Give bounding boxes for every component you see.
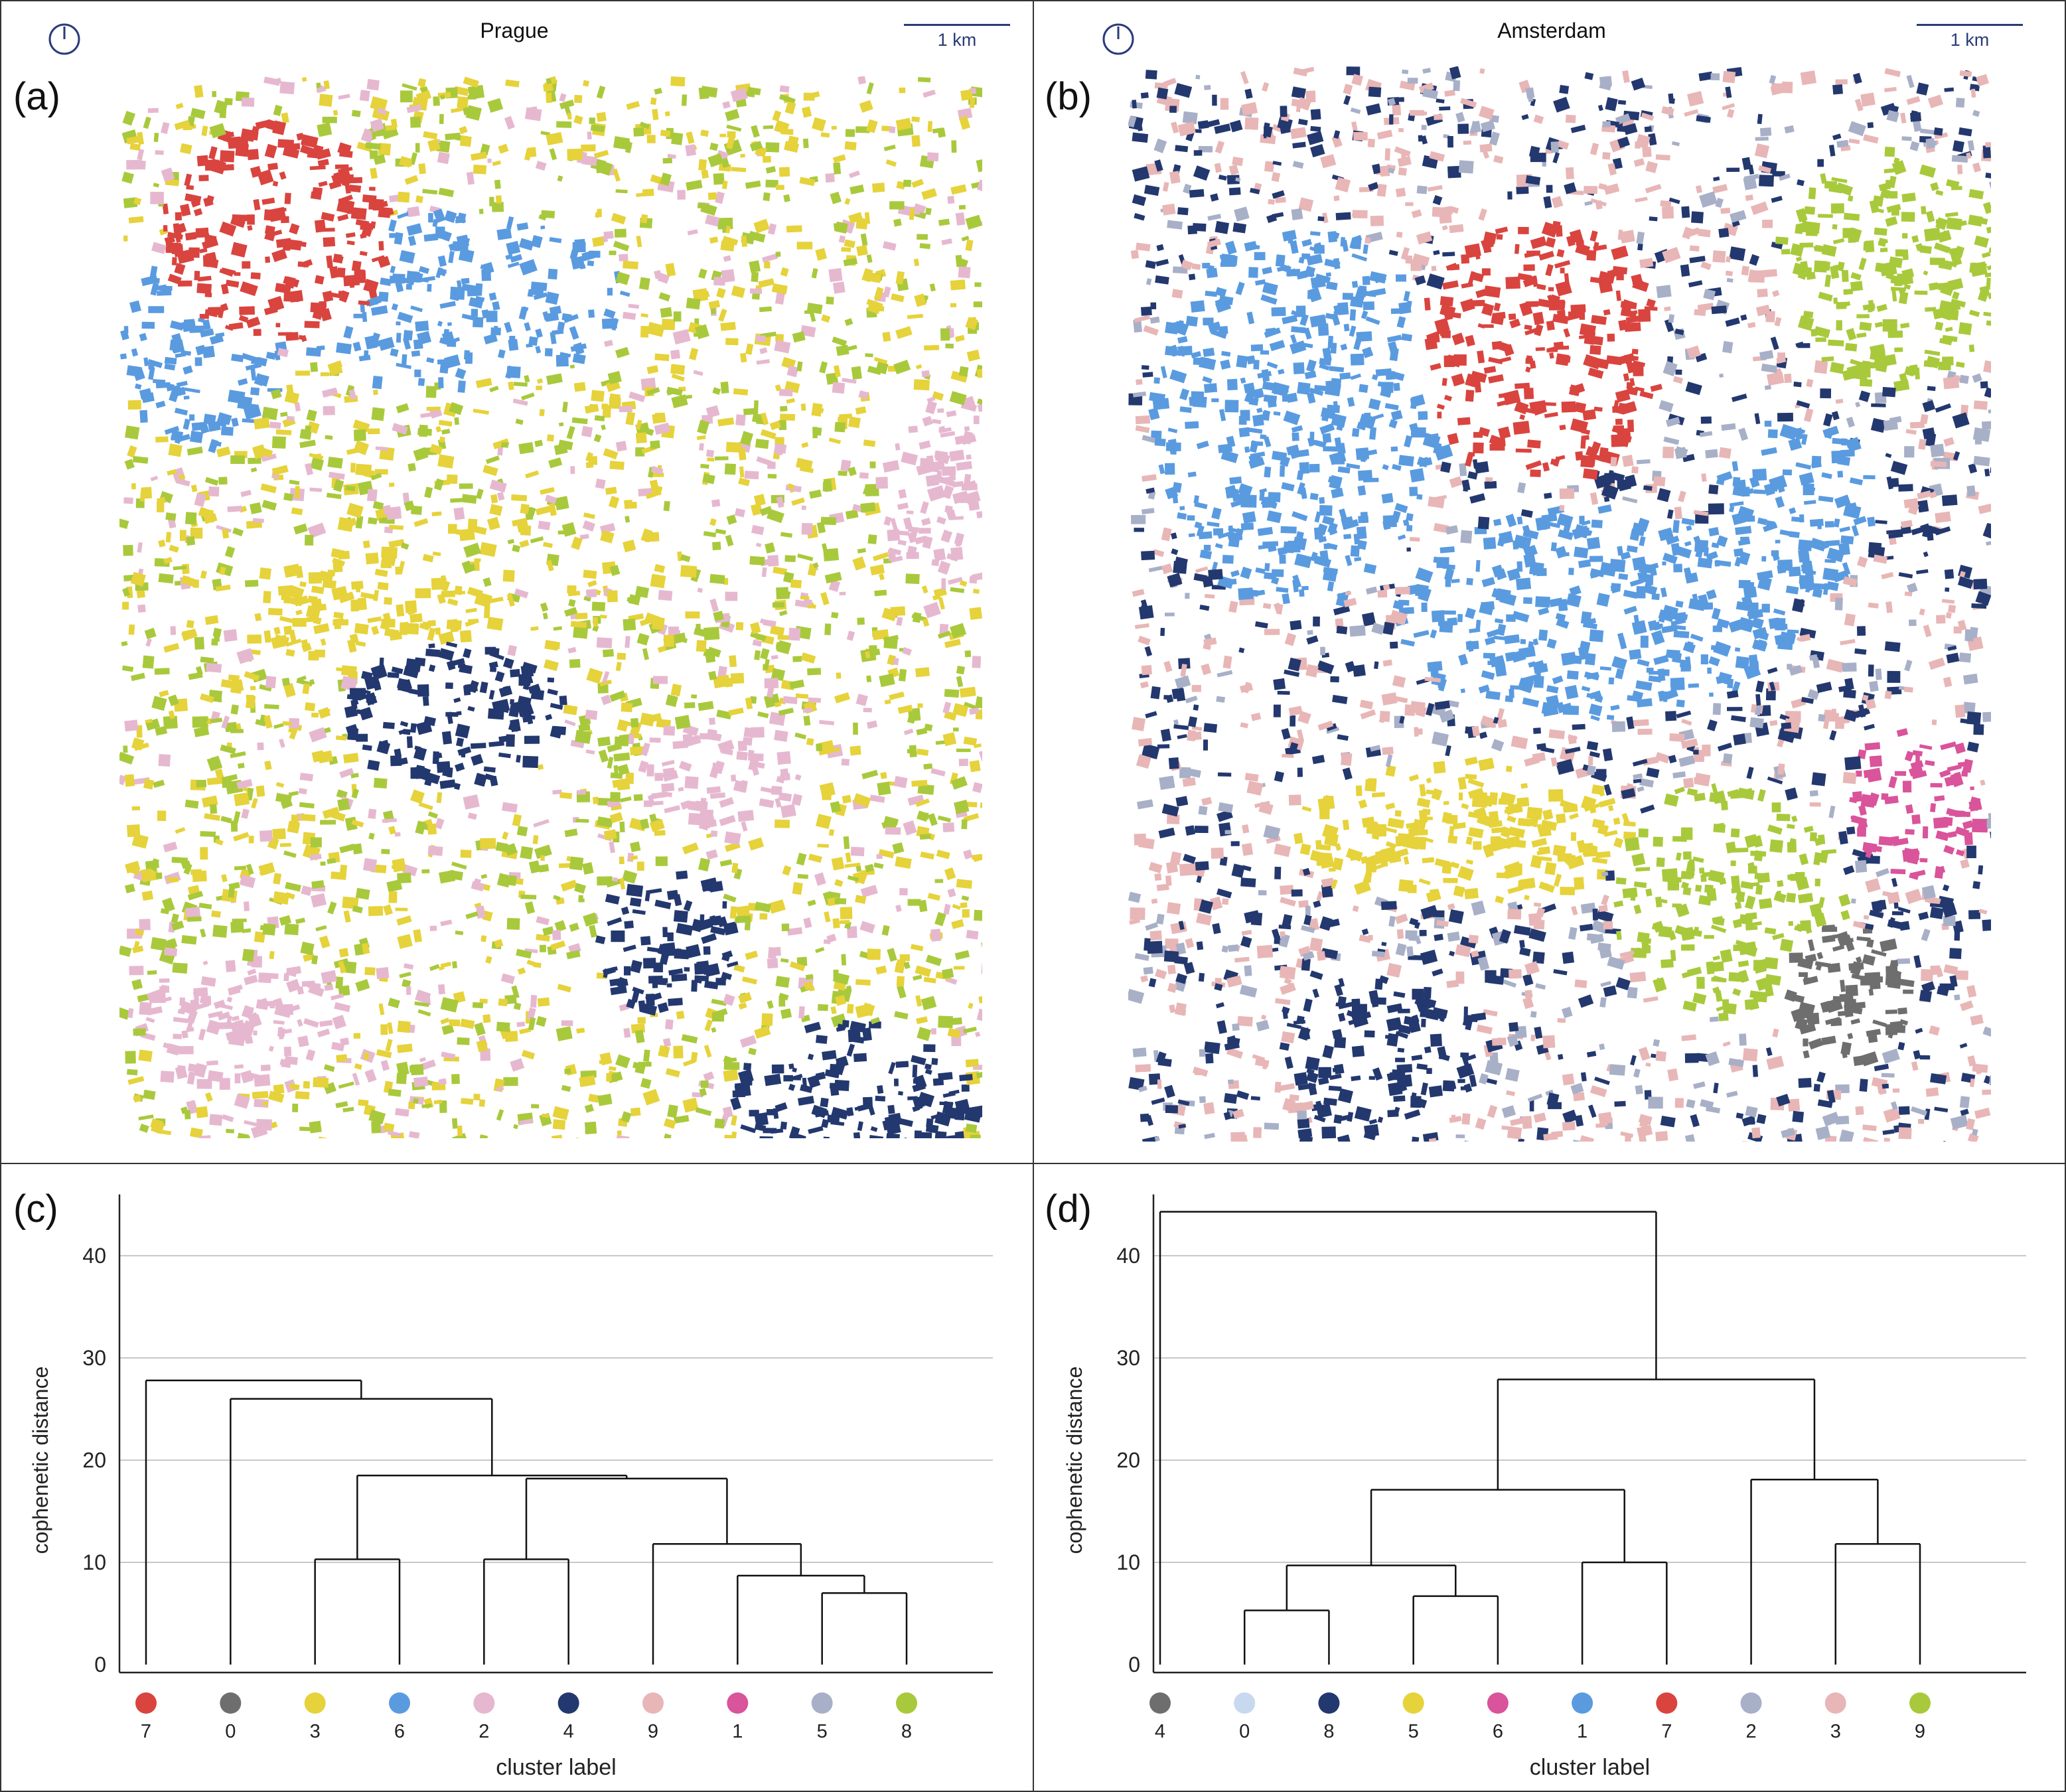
x-tick-label: 2 xyxy=(1745,1721,1756,1742)
x-tick-label: 7 xyxy=(1661,1721,1672,1742)
dendrogram-link xyxy=(1497,1379,1816,1490)
cluster-marker-8 xyxy=(1318,1692,1340,1714)
building-footprints xyxy=(1128,66,1991,1142)
y-tick-label: 0 xyxy=(1128,1653,1140,1677)
x-tick-label: 0 xyxy=(225,1721,236,1742)
cluster-marker-5 xyxy=(811,1692,833,1714)
y-tick-label: 30 xyxy=(1116,1346,1140,1370)
dendrogram-link xyxy=(356,1474,628,1560)
dendrogram-link xyxy=(483,1558,569,1665)
x-tick-label: 1 xyxy=(1577,1721,1587,1742)
dendrogram-prague: 0 10 20 30 40 cophenetic distance 7 0 3 6 2 4 9 1 5 8 cl… xyxy=(29,1194,993,1780)
x-tick-label: 7 xyxy=(141,1721,151,1742)
panel-label-b: (b) xyxy=(1045,75,1092,118)
scale-label-b: 1 km xyxy=(1950,30,1990,50)
x-tick-label: 1 xyxy=(732,1721,743,1742)
dendrogram-link xyxy=(1750,1479,1879,1665)
y-axis-label: cophenetic distance xyxy=(29,1367,52,1554)
city-title-prague: Prague xyxy=(480,19,549,42)
scale-bar-a: 1 km xyxy=(904,24,1010,50)
dendrogram-link xyxy=(1243,1609,1330,1665)
x-tick-label: 8 xyxy=(901,1721,912,1742)
north-arrow-icon xyxy=(48,23,80,55)
x-tick-label: 9 xyxy=(648,1721,658,1742)
x-axis-label: cluster label xyxy=(496,1755,616,1780)
dendrogram-link xyxy=(145,1379,362,1665)
cluster-marker-6 xyxy=(1487,1692,1509,1714)
panel-divider-horizontal xyxy=(0,1163,2066,1164)
cluster-marker-1 xyxy=(1572,1692,1593,1714)
dendrogram-link xyxy=(821,1592,908,1665)
scale-label-a: 1 km xyxy=(937,30,977,50)
cluster-marker-8 xyxy=(896,1692,917,1714)
panel-divider-vertical xyxy=(1033,0,1034,1792)
x-tick-label: 6 xyxy=(394,1721,405,1742)
y-tick-label: 0 xyxy=(94,1653,106,1677)
cluster-marker-4 xyxy=(557,1692,579,1714)
x-tick-label: 3 xyxy=(1830,1721,1841,1742)
cluster-marker-5 xyxy=(1402,1692,1424,1714)
x-tick-label: 9 xyxy=(1915,1721,1925,1742)
y-tick-label: 10 xyxy=(1116,1550,1140,1574)
x-axis-label: cluster label xyxy=(1530,1755,1650,1780)
cluster-marker-6 xyxy=(389,1692,410,1714)
x-tick-label: 4 xyxy=(1155,1721,1165,1742)
y-tick-label: 30 xyxy=(82,1346,106,1370)
panel-label-c: (c) xyxy=(13,1187,58,1231)
cluster-marker-0 xyxy=(220,1692,242,1714)
x-tick-label: 5 xyxy=(817,1721,828,1742)
cluster-marker-7 xyxy=(1656,1692,1678,1714)
x-tick-label: 6 xyxy=(1493,1721,1503,1742)
map-prague xyxy=(119,76,982,1138)
cluster-marker-9 xyxy=(642,1692,664,1714)
y-tick-label: 20 xyxy=(82,1448,106,1472)
scale-bar-b: 1 km xyxy=(1917,24,2023,50)
dendrogram-link xyxy=(230,1398,493,1665)
cluster-marker-7 xyxy=(135,1692,157,1714)
y-tick-label: 40 xyxy=(1116,1244,1140,1268)
dendrogram-link xyxy=(1286,1564,1457,1611)
y-axis-label: cophenetic distance xyxy=(1063,1367,1086,1554)
panel-label-d: (d) xyxy=(1045,1187,1092,1231)
x-tick-label: 2 xyxy=(479,1721,489,1742)
dendrogram-link xyxy=(314,1558,401,1665)
cluster-marker-1 xyxy=(727,1692,749,1714)
x-tick-label: 3 xyxy=(310,1721,321,1742)
panel-label-a: (a) xyxy=(13,75,60,118)
cluster-marker-3 xyxy=(304,1692,326,1714)
cluster-marker-3 xyxy=(1824,1692,1846,1714)
north-arrow-icon xyxy=(1102,23,1134,55)
y-tick-label: 40 xyxy=(82,1244,106,1268)
cluster-marker-4 xyxy=(1149,1692,1171,1714)
cluster-marker-2 xyxy=(473,1692,495,1714)
dendrogram-link xyxy=(1370,1489,1625,1566)
x-tick-label: 5 xyxy=(1408,1721,1419,1742)
y-tick-label: 20 xyxy=(1116,1448,1140,1472)
city-title-amsterdam: Amsterdam xyxy=(1497,19,1606,42)
cluster-marker-9 xyxy=(1909,1692,1931,1714)
map-amsterdam xyxy=(1128,66,1991,1142)
dendrogram-link xyxy=(1412,1595,1499,1665)
dendrogram-link xyxy=(525,1477,728,1560)
dendrogram-link xyxy=(1581,1561,1668,1665)
dendrogram-link xyxy=(1159,1211,1657,1665)
x-tick-label: 8 xyxy=(1323,1721,1334,1742)
x-tick-label: 0 xyxy=(1239,1721,1250,1742)
cluster-marker-0 xyxy=(1234,1692,1256,1714)
y-tick-label: 10 xyxy=(82,1550,106,1574)
building-footprints xyxy=(119,76,982,1138)
cluster-marker-2 xyxy=(1740,1692,1762,1714)
x-tick-label: 4 xyxy=(563,1721,574,1742)
dendrogram-link xyxy=(737,1574,865,1665)
